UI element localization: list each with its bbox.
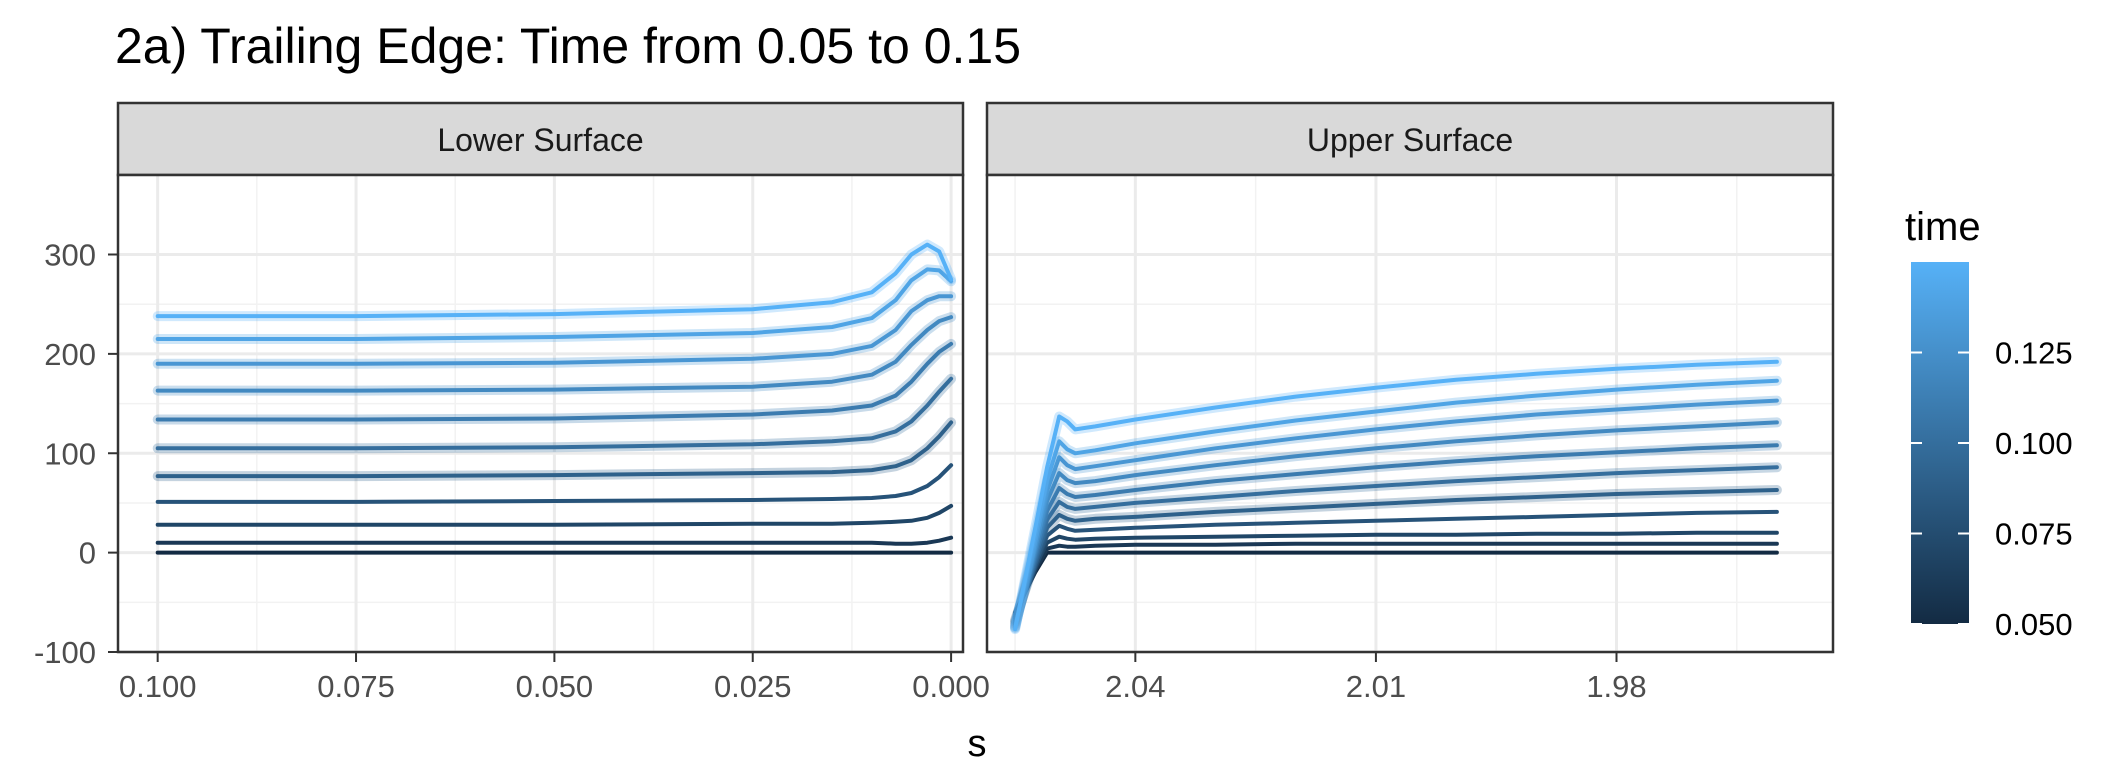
x-tick-label: 0.100 — [119, 669, 197, 704]
y-tick-label: 0 — [79, 536, 96, 571]
x-tick-label: 0.050 — [516, 669, 594, 704]
x-axis-title: s — [968, 723, 987, 765]
series-line — [1013, 378, 1779, 631]
panel-lower-surface: Lower Surface 0.100 0.075 0.050 0.025 0.000 — [116, 101, 990, 704]
series-line — [155, 267, 954, 341]
x-tick-label: 0.075 — [317, 669, 395, 704]
x-tick-label: 0.000 — [912, 669, 990, 704]
facet-strip-label: Lower Surface — [437, 122, 643, 158]
series-line — [1013, 420, 1779, 629]
legend-title: time — [1905, 205, 1981, 249]
series-group — [152, 239, 957, 555]
legend-tick-label: 0.125 — [1995, 336, 2073, 371]
y-tick-label: 100 — [44, 436, 96, 471]
panel-border — [985, 173, 1835, 654]
series-line — [155, 535, 954, 546]
series-line — [155, 463, 954, 504]
series-group — [1010, 356, 1782, 635]
y-tick-label: 200 — [44, 337, 96, 372]
series-line — [1013, 465, 1779, 625]
series-line — [1013, 550, 1779, 615]
series-line — [155, 242, 954, 319]
series-line — [1013, 509, 1779, 621]
legend-tick-label: 0.100 — [1995, 426, 2073, 461]
series-line — [1013, 488, 1779, 623]
series-line — [1013, 398, 1779, 630]
series-line — [155, 341, 954, 422]
chart-title: 2a) Trailing Edge: Time from 0.05 to 0.1… — [115, 18, 1021, 74]
x-tick-label: 2.01 — [1346, 669, 1406, 704]
legend-tick-label: 0.050 — [1995, 607, 2073, 642]
legend: time 0.125 0.100 0.075 0.050 — [1905, 205, 2073, 642]
panel-border — [116, 173, 965, 654]
series-line — [1013, 530, 1779, 619]
x-tick-label: 1.98 — [1586, 669, 1646, 704]
y-tick-label: 300 — [44, 238, 96, 273]
panel-upper-surface: Upper Surface 2.04 2.01 1.98 — [985, 101, 1835, 704]
facet-strip — [985, 101, 1835, 177]
series-line — [1013, 541, 1779, 617]
series-line — [1013, 359, 1779, 632]
x-tick-label: 2.04 — [1105, 669, 1165, 704]
series-line — [155, 503, 954, 527]
y-tick-label: -100 — [34, 635, 96, 670]
legend-tick-label: 0.075 — [1995, 517, 2073, 552]
series-line — [155, 376, 954, 451]
series-line — [1013, 443, 1779, 627]
series-line — [155, 294, 954, 366]
series-line — [155, 420, 954, 479]
facet-strip-label: Upper Surface — [1307, 122, 1513, 158]
series-line — [155, 315, 954, 393]
plot-background — [987, 175, 1833, 652]
facet-strip — [116, 101, 965, 177]
x-tick-label: 0.025 — [714, 669, 792, 704]
